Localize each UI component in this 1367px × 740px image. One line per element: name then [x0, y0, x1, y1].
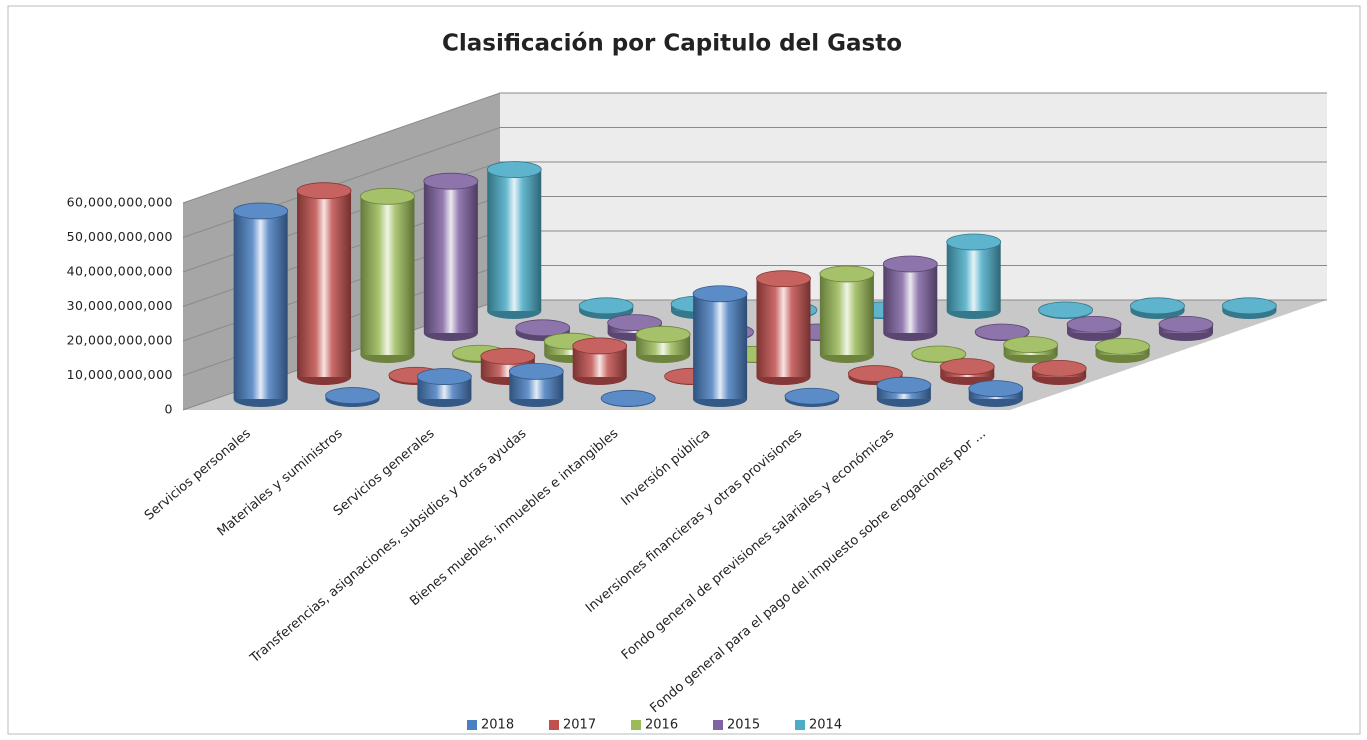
- cylinder-top: [756, 270, 811, 288]
- cylinder-top: [784, 387, 840, 405]
- cylinder-body: [233, 210, 288, 399]
- legend-swatch: [795, 720, 805, 730]
- y-tick-label: 50,000,000,000: [67, 229, 173, 244]
- legend-label: 2014: [809, 718, 842, 733]
- bar: [635, 325, 691, 363]
- cylinder-body: [819, 273, 874, 355]
- bar: [1066, 315, 1122, 341]
- legend-swatch: [631, 720, 641, 730]
- bar: [508, 362, 564, 407]
- cylinder-top: [508, 362, 564, 380]
- cylinder-top: [515, 319, 571, 337]
- cylinder-top: [847, 365, 903, 382]
- chart-title: Clasificación por Capitulo del Gasto: [442, 31, 902, 57]
- cylinder-top: [1038, 301, 1093, 319]
- cylinder-top: [882, 255, 938, 273]
- cylinder-top: [1003, 336, 1059, 354]
- cylinder-top: [417, 368, 472, 385]
- cylinder-top: [876, 376, 932, 394]
- legend-label: 2017: [563, 718, 596, 733]
- cylinder-body: [693, 293, 748, 399]
- cylinder-top: [607, 314, 663, 332]
- bar: [911, 345, 967, 363]
- cylinder-top: [1066, 315, 1122, 333]
- y-tick-label: 60,000,000,000: [67, 195, 173, 210]
- bar: [692, 285, 748, 407]
- cylinder-body: [360, 196, 415, 355]
- cylinder-top: [325, 387, 380, 404]
- bar: [756, 270, 811, 385]
- cylinder-top: [635, 325, 691, 343]
- cylinder-top: [911, 345, 967, 363]
- legend-label: 2015: [727, 718, 760, 733]
- bar: [1095, 337, 1150, 363]
- bar: [417, 368, 472, 407]
- grid-line: [182, 127, 1327, 238]
- cylinder-top: [1130, 297, 1185, 315]
- cylinder-body: [297, 190, 352, 377]
- grid-line: [182, 161, 1327, 273]
- bar: [572, 337, 628, 385]
- bar: [360, 187, 415, 363]
- bar: [1031, 359, 1087, 385]
- bar: [876, 376, 932, 407]
- bar: [296, 182, 352, 385]
- bar: [600, 389, 656, 407]
- legend-swatch: [467, 720, 477, 730]
- cylinder-top: [946, 233, 1002, 251]
- bar: [1003, 336, 1059, 363]
- cylinder-top: [233, 202, 289, 220]
- cylinder-top: [296, 182, 352, 200]
- bar: [325, 387, 380, 407]
- cylinder-body: [487, 169, 542, 311]
- cylinder-top: [968, 380, 1024, 398]
- bar: [819, 265, 875, 363]
- cylinder-top: [1221, 297, 1277, 315]
- cylinder-top: [1031, 359, 1087, 377]
- bar: [946, 233, 1002, 319]
- legend-label: 2018: [481, 718, 514, 733]
- y-tick-label: 10,000,000,000: [67, 367, 173, 382]
- cylinder-top: [939, 358, 995, 376]
- cylinder-body: [946, 242, 1001, 311]
- bar: [974, 323, 1030, 341]
- cylinder-body: [883, 264, 938, 333]
- cylinder-top: [692, 285, 748, 303]
- cylinder-top: [1095, 337, 1150, 355]
- bar: [1038, 301, 1093, 319]
- y-tick-label: 40,000,000,000: [67, 264, 173, 279]
- bar: [1158, 315, 1214, 341]
- cylinder-body: [756, 278, 811, 377]
- bar: [486, 161, 542, 319]
- cylinder-top: [819, 265, 875, 283]
- cylinder-top: [572, 337, 628, 355]
- y-tick-label: 30,000,000,000: [67, 298, 173, 313]
- bar: [882, 255, 938, 341]
- legend-swatch: [549, 720, 559, 730]
- bar: [1130, 297, 1185, 319]
- legend-label: 2016: [645, 718, 678, 733]
- bar: [423, 172, 479, 341]
- cylinder-top: [360, 187, 415, 205]
- cylinder-top: [600, 389, 656, 407]
- cylinder-top: [578, 297, 634, 315]
- bar: [1221, 297, 1277, 319]
- cylinder-top: [1158, 315, 1214, 333]
- y-tick-label: 20,000,000,000: [67, 333, 173, 348]
- cylinder-top: [486, 161, 542, 178]
- cylinder-body: [423, 181, 478, 333]
- bar: [939, 358, 995, 385]
- bar: [233, 202, 289, 407]
- y-tick-label: 0: [165, 402, 173, 417]
- bar: [968, 380, 1024, 407]
- cylinder-top: [423, 172, 479, 190]
- cylinder-top: [974, 323, 1030, 341]
- grid-line: [182, 92, 1327, 204]
- legend-swatch: [713, 720, 723, 730]
- cylinder-top: [480, 347, 536, 365]
- bar: [578, 297, 634, 319]
- bar: [784, 387, 840, 407]
